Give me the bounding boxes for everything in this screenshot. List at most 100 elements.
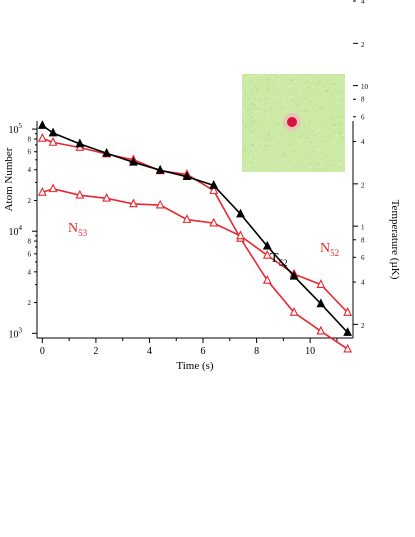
inset-speckle (330, 94, 333, 96)
data-point-n53 (155, 199, 165, 209)
inset-speckle (251, 107, 253, 109)
inset-speckle (333, 127, 335, 129)
x-tick-label: 8 (254, 346, 259, 357)
inset-speckle (316, 117, 319, 119)
inset-spot (287, 117, 297, 127)
inset-speckle (257, 141, 260, 143)
inset-speckle (267, 112, 270, 114)
inset-speckle (337, 103, 340, 105)
inset-speckle (267, 103, 270, 105)
inset-speckle (295, 104, 298, 106)
inset-speckle (254, 116, 257, 118)
inset-speckle (243, 150, 246, 151)
inset-speckle (309, 108, 312, 110)
inset-speckle (290, 143, 292, 145)
inset-speckle (291, 100, 294, 102)
inset-speckle (283, 139, 286, 141)
inset-speckle (269, 107, 272, 109)
inset-speckle (265, 97, 268, 99)
inset-speckle (242, 114, 245, 115)
data-point-n53 (37, 186, 47, 196)
inset-speckle (335, 90, 337, 92)
inset-speckle (242, 95, 245, 97)
inset-speckle (337, 151, 340, 153)
inset-speckle (313, 148, 316, 150)
inset-speckle (251, 144, 254, 146)
inset-speckle (282, 153, 285, 155)
inset-speckle (321, 141, 324, 143)
inset-speckle (306, 136, 309, 138)
inset-speckle (308, 123, 311, 125)
inset-speckle (317, 124, 320, 126)
inset-speckle (320, 140, 323, 142)
inset-speckle (264, 128, 267, 130)
x-tick-label: 10 (305, 346, 315, 357)
inset-speckle (255, 89, 258, 91)
inset-speckle (309, 141, 312, 143)
inset-speckle (288, 166, 291, 168)
inset-speckle (299, 94, 302, 96)
inset-speckle (302, 112, 305, 114)
inset-speckle (339, 150, 342, 152)
inset-speckle (282, 100, 285, 101)
x-tick-label: 6 (201, 346, 206, 357)
inset-speckle (270, 74, 273, 75)
inset-speckle (340, 91, 343, 93)
inset-speckle (242, 93, 245, 95)
inset-speckle (333, 125, 336, 126)
inset-speckle (332, 84, 335, 86)
y-left-minor-label: 6 (28, 250, 32, 258)
inset-speckle (273, 153, 276, 155)
inset-speckle (289, 164, 292, 166)
inset-speckle (272, 76, 275, 78)
inset-speckle (250, 94, 253, 96)
inset-speckle (255, 105, 258, 107)
inset-speckle (308, 157, 311, 159)
inset-speckle (310, 163, 313, 165)
data-point-t52 (37, 120, 47, 129)
inset-speckle (275, 127, 278, 129)
inset-speckle (299, 102, 302, 103)
inset-speckle (275, 76, 278, 78)
inset-speckle (318, 76, 321, 78)
inset-speckle (338, 105, 341, 107)
y-left-minor-label: 4 (28, 166, 32, 174)
inset-speckle (265, 138, 268, 140)
inset-speckle (277, 167, 279, 169)
inset-speckle (256, 102, 259, 104)
data-point-t52 (155, 164, 165, 174)
inset-speckle (283, 104, 286, 105)
data-point-t52 (236, 208, 245, 218)
inset-speckle (250, 80, 253, 82)
inset-speckle (317, 161, 320, 162)
data-point-n53 (48, 183, 58, 193)
inset-speckle (286, 110, 289, 112)
inset-speckle (338, 123, 341, 125)
inset-speckle (314, 135, 317, 137)
inset-speckle (259, 150, 262, 152)
inset-speckle (254, 160, 257, 162)
inset-speckle (277, 137, 280, 139)
inset-speckle (315, 104, 318, 106)
inset-speckle (316, 106, 319, 108)
data-point-n52 (37, 133, 47, 142)
inset-speckle (329, 136, 332, 138)
data-point-n52 (316, 325, 326, 335)
series-line-n53 (42, 187, 349, 314)
inset-speckle (326, 165, 329, 167)
y-left-minor-label: 6 (28, 148, 32, 156)
y-right-tick-label: 10 (361, 83, 369, 91)
data-point-t52 (129, 156, 138, 166)
inset-speckle (318, 129, 321, 131)
inset-speckle (322, 86, 325, 88)
inset-speckle (334, 83, 337, 85)
inset-speckle (339, 116, 341, 118)
inset-speckle (342, 137, 344, 139)
inset-speckle (242, 167, 245, 169)
inset-speckle (336, 77, 339, 79)
y-right-axis-title: Temperature (µK) (389, 200, 401, 280)
inset-speckle (267, 133, 270, 135)
y-right-tick-label: 6 (361, 254, 365, 262)
inset-speckle (317, 154, 320, 156)
inset-speckle (291, 96, 294, 98)
